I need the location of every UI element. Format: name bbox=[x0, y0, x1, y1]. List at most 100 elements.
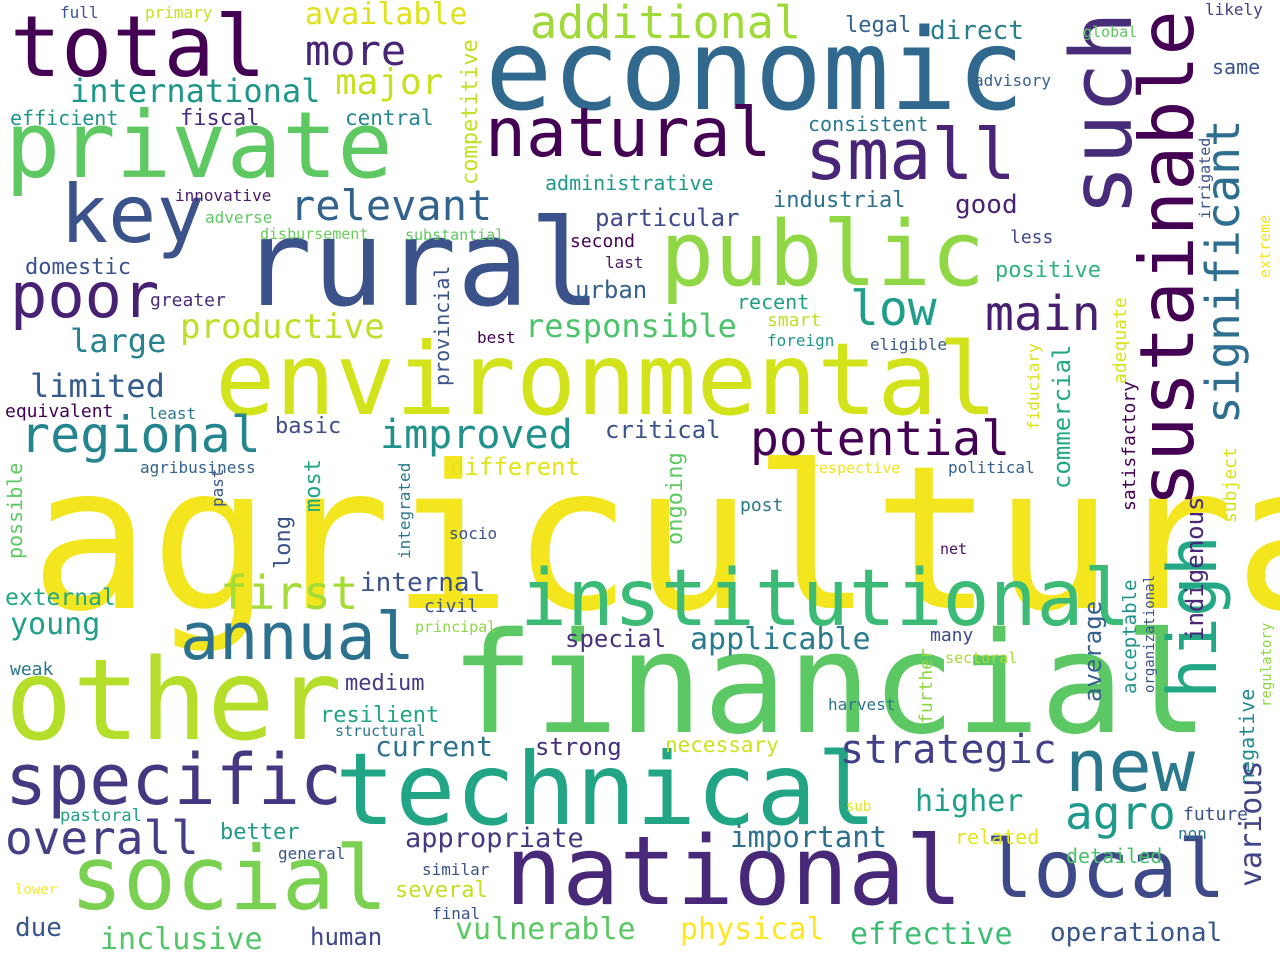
cloud-word: productive bbox=[180, 307, 385, 347]
cloud-word: likely bbox=[1205, 0, 1263, 19]
cloud-word: last bbox=[605, 253, 644, 272]
cloud-word: general bbox=[278, 844, 346, 863]
cloud-word: different bbox=[450, 453, 581, 481]
cloud-word: future bbox=[1183, 804, 1249, 825]
cloud-word: net bbox=[940, 540, 968, 558]
cloud-word: weak bbox=[10, 659, 54, 680]
cloud-word: smart bbox=[767, 310, 822, 331]
cloud-word: external bbox=[5, 585, 116, 611]
cloud-word: small bbox=[805, 114, 1016, 196]
cloud-word: agro bbox=[1065, 786, 1176, 840]
cloud-word: past bbox=[208, 468, 227, 507]
cloud-word: primary bbox=[145, 3, 213, 22]
cloud-word: regional bbox=[20, 406, 261, 464]
cloud-word: lower bbox=[15, 882, 58, 898]
cloud-word: low bbox=[850, 281, 937, 337]
cloud-word: first bbox=[220, 566, 359, 620]
cloud-word: organizational bbox=[1142, 574, 1158, 693]
cloud-word: least bbox=[148, 404, 197, 423]
cloud-word: additional bbox=[530, 0, 801, 49]
cloud-word: young bbox=[10, 607, 101, 642]
cloud-word: substantial bbox=[405, 226, 505, 244]
cloud-word: related bbox=[955, 825, 1040, 849]
cloud-word: adequate bbox=[1110, 297, 1131, 384]
cloud-word: main bbox=[985, 286, 1101, 342]
cloud-word: administrative bbox=[545, 171, 714, 195]
cloud-word: indigenous bbox=[1181, 496, 1209, 642]
cloud-word: financial bbox=[450, 603, 1209, 766]
cloud-word: annual bbox=[180, 600, 415, 675]
cloud-word: internal bbox=[360, 568, 486, 598]
cloud-word: available bbox=[305, 0, 468, 32]
cloud-word: less bbox=[1010, 227, 1054, 248]
cloud-word: consistent bbox=[808, 112, 929, 136]
cloud-word: structural bbox=[335, 722, 426, 740]
cloud-word: positive bbox=[995, 258, 1101, 283]
cloud-word: best bbox=[477, 328, 516, 347]
cloud-word: fiscal bbox=[180, 106, 260, 131]
cloud-word: physical bbox=[680, 912, 825, 947]
cloud-word: non bbox=[1178, 824, 1207, 843]
cloud-word: strong bbox=[535, 733, 622, 761]
cloud-word: human bbox=[310, 923, 383, 951]
cloud-word: long bbox=[271, 516, 296, 569]
cloud-word: national bbox=[505, 817, 963, 927]
cloud-word: good bbox=[955, 190, 1018, 220]
cloud-word: environmental bbox=[215, 321, 998, 438]
cloud-word: specific bbox=[5, 739, 343, 821]
cloud-word: improved bbox=[380, 412, 573, 458]
cloud-word: sub bbox=[846, 799, 872, 815]
cloud-word: regulatory bbox=[1259, 622, 1275, 707]
cloud-word: direct bbox=[930, 16, 1024, 46]
cloud-word: local bbox=[985, 823, 1226, 916]
cloud-word: higher bbox=[915, 784, 1024, 819]
cloud-word: innovative bbox=[175, 186, 272, 205]
cloud-word: other bbox=[5, 636, 343, 766]
cloud-word: international bbox=[70, 72, 321, 110]
cloud-word: principal bbox=[415, 618, 497, 636]
cloud-word: critical bbox=[605, 416, 721, 444]
cloud-word: domestic bbox=[25, 255, 131, 280]
cloud-word: economic bbox=[485, 6, 1025, 136]
cloud-word: social bbox=[70, 827, 388, 930]
cloud-word: operational bbox=[1050, 918, 1223, 948]
cloud-word: same bbox=[1212, 55, 1261, 79]
cloud-word: final bbox=[432, 904, 481, 923]
cloud-word: advisory bbox=[974, 71, 1052, 90]
cloud-word: harvest bbox=[828, 695, 896, 714]
cloud-word: new bbox=[1065, 724, 1196, 808]
cloud-word: further bbox=[916, 648, 937, 724]
cloud-word: central bbox=[345, 106, 434, 130]
cloud-word: due bbox=[15, 913, 62, 943]
cloud-word: socio bbox=[449, 524, 498, 543]
cloud-word: natural bbox=[485, 94, 772, 173]
cloud-word: similar bbox=[422, 860, 490, 879]
cloud-word: agricultural bbox=[30, 423, 1280, 656]
cloud-word: fiduciary bbox=[1024, 343, 1043, 430]
cloud-word: irrigated bbox=[1196, 137, 1214, 219]
cloud-word: foreign bbox=[767, 331, 835, 350]
cloud-word: inclusive bbox=[100, 922, 263, 957]
cloud-word: full bbox=[60, 3, 99, 22]
cloud-word: legal bbox=[845, 13, 912, 38]
cloud-word: limited bbox=[30, 367, 165, 405]
cloud-word: particular bbox=[595, 204, 740, 232]
cloud-word: key bbox=[60, 168, 205, 261]
cloud-word: sustainable bbox=[1123, 10, 1211, 507]
cloud-word: appropriate bbox=[405, 823, 584, 854]
cloud-word: industrial bbox=[773, 188, 906, 213]
cloud-word: overall bbox=[5, 811, 199, 865]
cloud-word: subject bbox=[1220, 447, 1241, 523]
cloud-word: relevant bbox=[290, 181, 493, 230]
cloud-word: pastoral bbox=[60, 806, 142, 826]
cloud-word: most bbox=[301, 459, 326, 512]
cloud-word: current bbox=[375, 730, 494, 763]
cloud-word: sectoral bbox=[945, 649, 1018, 667]
cloud-word: political bbox=[948, 458, 1035, 477]
cloud-word: civil bbox=[424, 596, 479, 617]
cloud-word: greater bbox=[150, 290, 226, 311]
cloud-word: many bbox=[930, 625, 974, 646]
cloud-word: more bbox=[305, 26, 407, 75]
cloud-word: important bbox=[730, 820, 888, 854]
